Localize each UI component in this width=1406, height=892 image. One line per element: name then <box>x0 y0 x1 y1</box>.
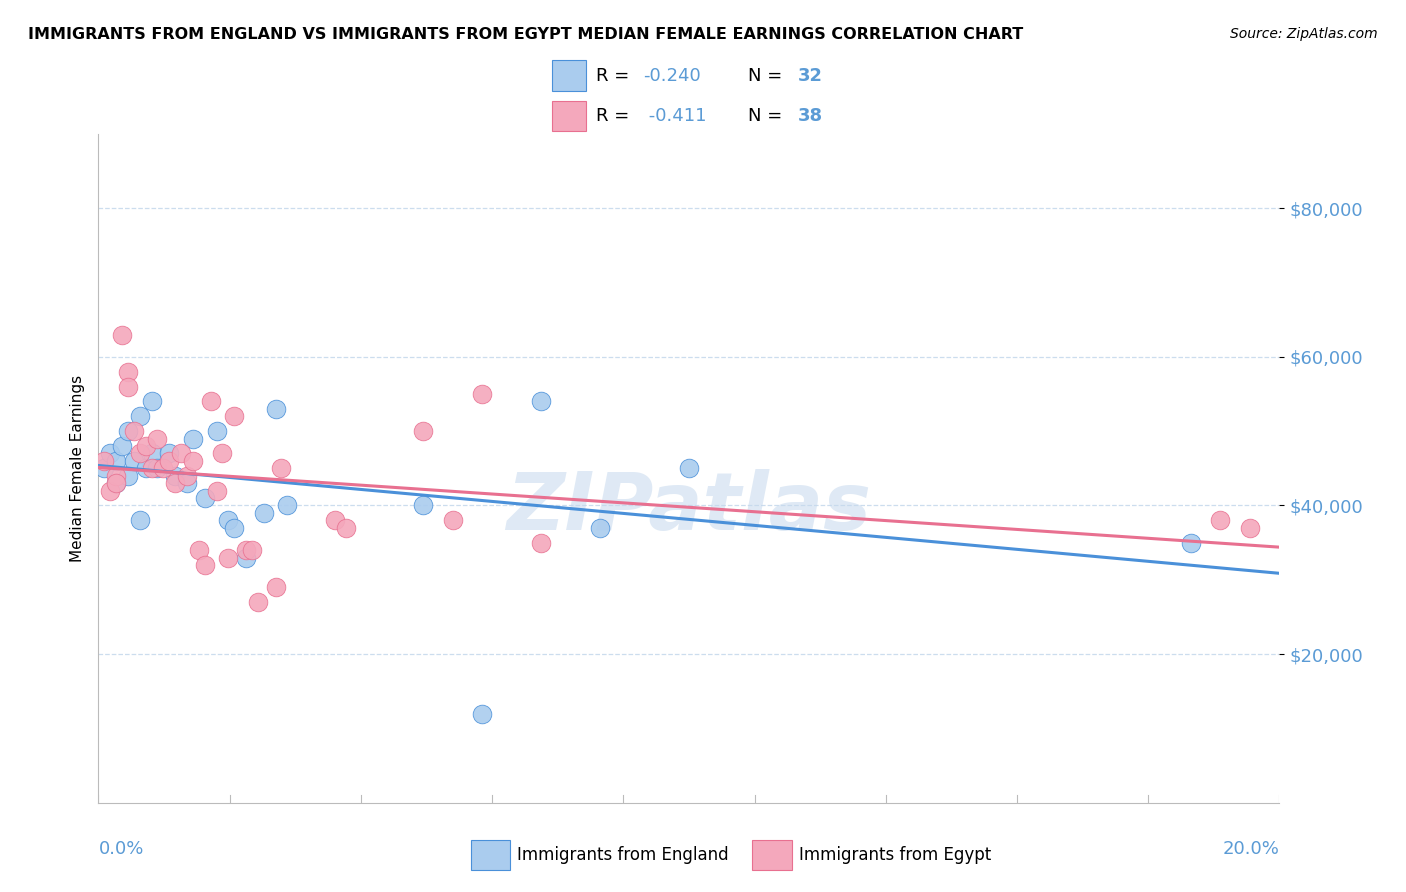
Point <box>117 365 139 379</box>
Point <box>181 432 204 446</box>
Point <box>194 558 217 572</box>
Point <box>530 535 553 549</box>
Point <box>122 424 145 438</box>
Point <box>217 550 239 565</box>
Text: 32: 32 <box>799 67 823 85</box>
Point <box>1180 535 1202 549</box>
Point <box>217 513 239 527</box>
Point <box>471 387 494 401</box>
Text: IMMIGRANTS FROM ENGLAND VS IMMIGRANTS FROM EGYPT MEDIAN FEMALE EARNINGS CORRELAT: IMMIGRANTS FROM ENGLAND VS IMMIGRANTS FR… <box>28 27 1024 42</box>
Point <box>530 394 553 409</box>
Point <box>111 327 134 342</box>
Point <box>122 454 145 468</box>
Point <box>105 476 128 491</box>
Point <box>157 446 180 460</box>
Point <box>187 543 209 558</box>
Point <box>105 476 128 491</box>
Point <box>1209 513 1232 527</box>
Point <box>211 446 233 460</box>
Text: Immigrants from England: Immigrants from England <box>517 847 730 864</box>
Point <box>128 513 150 527</box>
Point <box>240 543 263 558</box>
Text: -0.240: -0.240 <box>643 67 700 85</box>
Point <box>105 454 128 468</box>
Point <box>412 499 434 513</box>
Point <box>276 499 298 513</box>
Point <box>224 409 246 424</box>
Point <box>589 521 612 535</box>
Point <box>246 595 269 609</box>
Point <box>270 461 292 475</box>
Point <box>93 461 115 475</box>
Point <box>152 461 174 475</box>
Point <box>194 491 217 505</box>
Point <box>141 394 163 409</box>
Point <box>176 476 198 491</box>
Point <box>1239 521 1261 535</box>
Point <box>165 468 187 483</box>
Text: Source: ZipAtlas.com: Source: ZipAtlas.com <box>1230 27 1378 41</box>
Point <box>117 379 139 393</box>
Y-axis label: Median Female Earnings: Median Female Earnings <box>69 375 84 562</box>
Point <box>98 446 121 460</box>
Text: Immigrants from Egypt: Immigrants from Egypt <box>799 847 991 864</box>
Point <box>335 521 357 535</box>
Point <box>146 461 169 475</box>
Point <box>176 468 198 483</box>
Point <box>157 454 180 468</box>
Point <box>141 446 163 460</box>
Point <box>200 394 222 409</box>
Point <box>678 461 700 475</box>
FancyBboxPatch shape <box>551 61 586 91</box>
Point <box>205 424 228 438</box>
Point <box>471 706 494 721</box>
Point <box>117 468 139 483</box>
Point <box>181 454 204 468</box>
Point <box>128 409 150 424</box>
Point <box>141 461 163 475</box>
Text: R =: R = <box>596 107 636 125</box>
Point <box>224 521 246 535</box>
Text: 0.0%: 0.0% <box>98 839 143 857</box>
Point <box>93 454 115 468</box>
Point <box>105 468 128 483</box>
Point <box>253 506 276 520</box>
Point <box>165 476 187 491</box>
Point <box>135 439 157 453</box>
Point <box>235 543 257 558</box>
Text: -0.411: -0.411 <box>643 107 706 125</box>
Point <box>205 483 228 498</box>
Text: ZIPatlas: ZIPatlas <box>506 469 872 548</box>
Point <box>441 513 464 527</box>
Point <box>117 424 139 438</box>
Point <box>146 432 169 446</box>
Point <box>170 446 193 460</box>
Text: R =: R = <box>596 67 636 85</box>
Point <box>235 550 257 565</box>
Text: 38: 38 <box>799 107 823 125</box>
Point <box>323 513 346 527</box>
FancyBboxPatch shape <box>551 101 586 131</box>
Text: N =: N = <box>748 107 787 125</box>
Text: 20.0%: 20.0% <box>1223 839 1279 857</box>
Point <box>98 483 121 498</box>
Text: N =: N = <box>748 67 787 85</box>
Point <box>135 461 157 475</box>
Point <box>264 580 287 594</box>
Point <box>111 439 134 453</box>
Point <box>264 401 287 416</box>
Point <box>128 446 150 460</box>
Point <box>412 424 434 438</box>
